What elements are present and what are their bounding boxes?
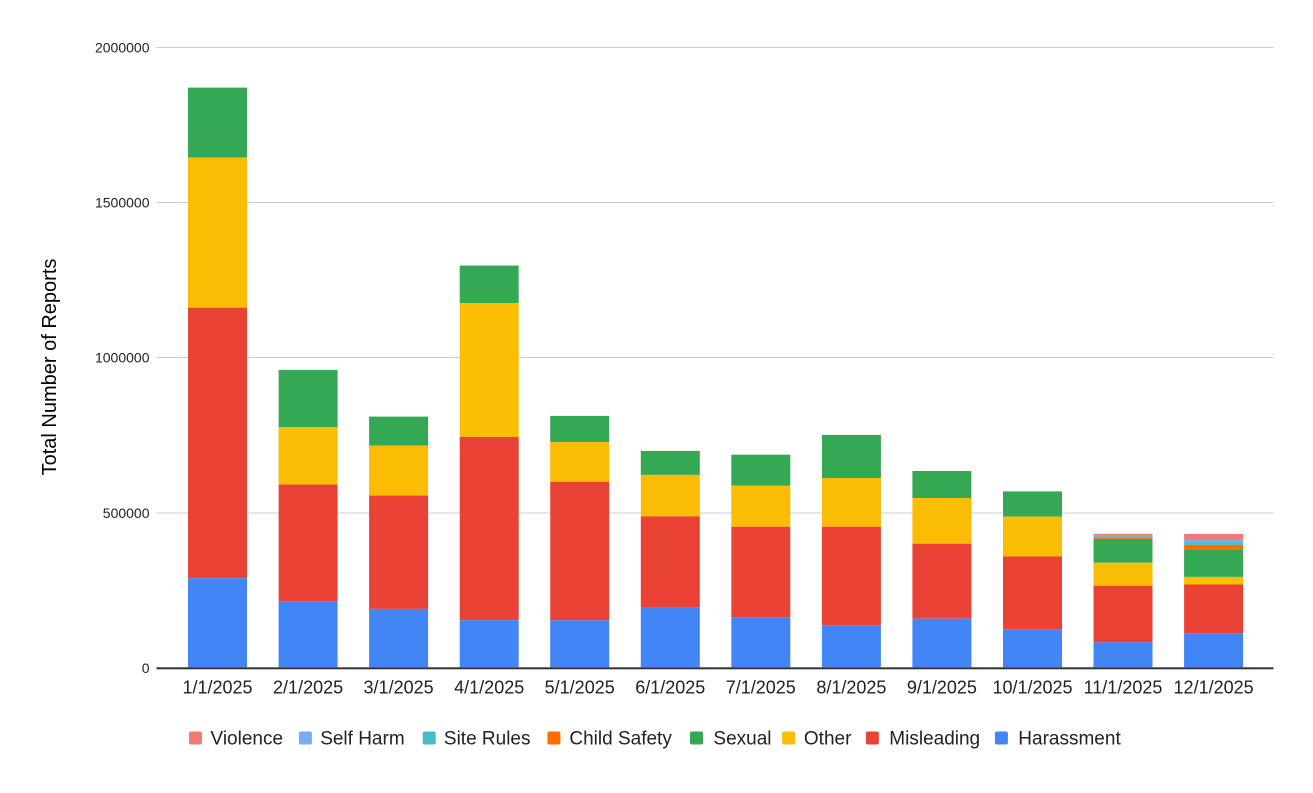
svg-text:8/1/2025: 8/1/2025 (816, 678, 886, 698)
svg-text:Site Rules: Site Rules (444, 729, 531, 750)
svg-text:9/1/2025: 9/1/2025 (907, 678, 977, 698)
svg-text:11/1/2025: 11/1/2025 (1084, 678, 1163, 698)
svg-text:6/1/2025: 6/1/2025 (635, 678, 705, 698)
svg-text:12/1/2025: 12/1/2025 (1174, 678, 1254, 698)
svg-text:10/1/2025: 10/1/2025 (992, 678, 1072, 698)
svg-text:Harassment: Harassment (1018, 729, 1121, 750)
svg-text:3/1/2025: 3/1/2025 (364, 678, 434, 698)
svg-text:Misleading: Misleading (889, 729, 980, 750)
svg-text:Child Safety: Child Safety (569, 729, 672, 750)
svg-text:1/1/2025: 1/1/2025 (182, 678, 252, 698)
svg-text:Other: Other (804, 729, 852, 750)
svg-text:1000000: 1000000 (95, 350, 150, 366)
svg-text:2000000: 2000000 (95, 40, 150, 56)
svg-text:Sexual: Sexual (713, 729, 771, 750)
svg-text:500000: 500000 (103, 505, 150, 521)
svg-text:7/1/2025: 7/1/2025 (726, 678, 796, 698)
svg-text:Violence: Violence (211, 729, 284, 750)
svg-text:5/1/2025: 5/1/2025 (545, 678, 615, 698)
svg-text:1500000: 1500000 (95, 195, 150, 211)
svg-text:2/1/2025: 2/1/2025 (273, 678, 343, 698)
svg-text:4/1/2025: 4/1/2025 (454, 678, 524, 698)
svg-text:0: 0 (142, 660, 150, 676)
svg-text:Self Harm: Self Harm (320, 729, 404, 750)
svg-text:Total Number of Reports: Total Number of Reports (39, 259, 61, 476)
